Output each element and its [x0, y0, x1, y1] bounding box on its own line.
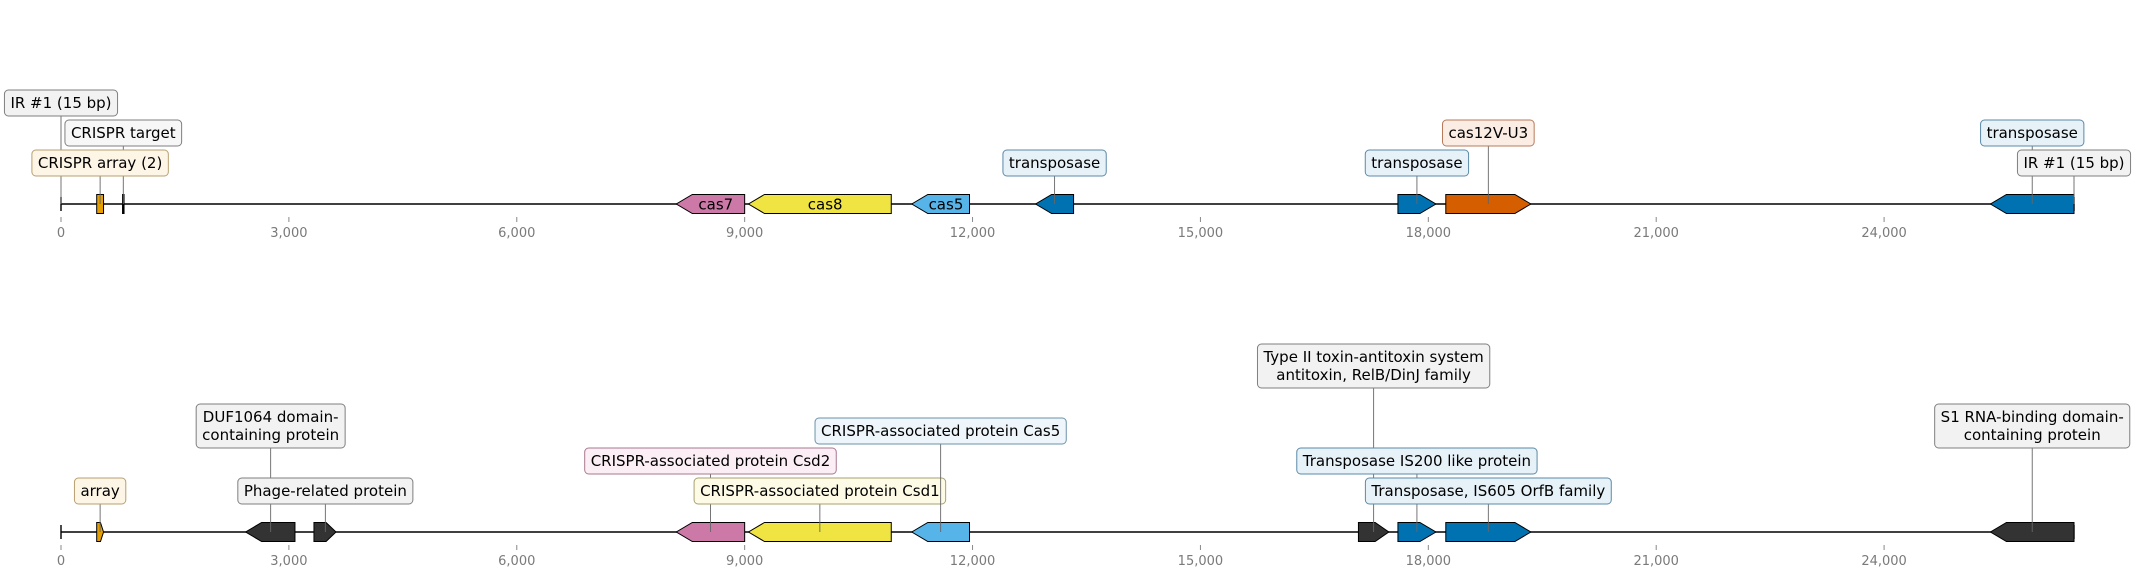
axis-tick-label: 24,000 — [1861, 554, 1907, 569]
annotation-box — [1934, 403, 2131, 449]
track-bottom: 0 3,000 6,000 9,000 12,000 15,000 18,000 21,000… — [57, 343, 2131, 569]
axis-tick-label: 3,000 — [270, 554, 307, 569]
annotation-box — [195, 403, 346, 449]
annotation-label: containing protein — [202, 426, 339, 444]
axis-tick-label: 3,000 — [270, 226, 307, 241]
annotation-box — [1364, 477, 1612, 505]
track-top: 0 3,000 6,000 9,000 12,000 15,000 18,000 21,000… — [3, 89, 2132, 241]
axis-tick-label: 18,000 — [1406, 554, 1452, 569]
axis-tick-label: 12,000 — [950, 554, 996, 569]
annotation-label: Type II toxin-antitoxin system — [1262, 348, 1483, 366]
annotation-box — [1441, 119, 1535, 147]
gene-label: cas7 — [698, 196, 733, 214]
annotation-label: CRISPR-associated protein Csd1 — [700, 482, 940, 500]
axis-tick-label: 0 — [57, 226, 65, 241]
annotation-box — [1364, 149, 1470, 177]
axis-tick-label: 21,000 — [1633, 226, 1679, 241]
annotation-label: Transposase IS200 like protein — [1302, 452, 1531, 470]
annotation-label: Transposase, IS605 OrfB family — [1370, 482, 1605, 500]
gene-feature — [675, 194, 746, 214]
annotation-box — [31, 149, 169, 177]
annotation-label: CRISPR array (2) — [38, 154, 162, 172]
annotation-label: CRISPR-associated protein Csd2 — [591, 452, 831, 470]
annotation-box — [1980, 119, 2085, 147]
annotation-label: containing protein — [1964, 426, 2101, 444]
annotation-label: transposase — [1009, 154, 1100, 172]
annotation-box — [73, 477, 127, 505]
annotation-box — [1256, 343, 1491, 389]
gene-feature — [747, 194, 892, 214]
axis-tick-label: 9,000 — [726, 554, 763, 569]
gene-label: cas5 — [929, 196, 964, 214]
annotation-label: IR #1 (15 bp) — [2023, 154, 2124, 172]
annotation-box — [64, 119, 183, 147]
annotation-label: CRISPR-associated protein Cas5 — [821, 422, 1060, 440]
annotation-label: cas12V-U3 — [1448, 124, 1528, 142]
annotation-box — [814, 417, 1067, 445]
annotation-label: array — [80, 482, 119, 500]
annotation-label: DUF1064 domain- — [203, 408, 339, 426]
annotation-label: IR #1 (15 bp) — [10, 94, 111, 112]
axis-tick-label: 6,000 — [498, 226, 535, 241]
axis-tick-label: 12,000 — [950, 226, 996, 241]
annotation-label: S1 RNA-binding domain- — [1941, 408, 2124, 426]
gene-label: cas8 — [808, 196, 843, 214]
annotation-box — [693, 477, 947, 505]
axis-tick-label: 6,000 — [498, 554, 535, 569]
annotation-box — [237, 477, 414, 505]
annotation-label: CRISPR target — [71, 124, 176, 142]
annotation-label: transposase — [1987, 124, 2078, 142]
axis-tick-label: 24,000 — [1861, 226, 1907, 241]
gene-feature — [910, 194, 971, 214]
axis-tick-label: 0 — [57, 554, 65, 569]
annotation-label: Phage-related protein — [244, 482, 407, 500]
annotation-box — [1002, 149, 1107, 177]
annotation-box — [3, 89, 119, 117]
axis-tick-label: 18,000 — [1406, 226, 1452, 241]
annotation-label: antitoxin, RelB/DinJ family — [1276, 366, 1471, 384]
annotation-label: transposase — [1371, 154, 1462, 172]
annotation-box — [584, 447, 837, 475]
annotation-box — [1296, 447, 1538, 475]
axis-tick-label: 21,000 — [1633, 554, 1679, 569]
axis-tick-label: 15,000 — [1178, 226, 1224, 241]
axis-tick-label: 9,000 — [726, 226, 763, 241]
annotation-box — [2016, 149, 2132, 177]
axis-tick-label: 15,000 — [1178, 554, 1224, 569]
